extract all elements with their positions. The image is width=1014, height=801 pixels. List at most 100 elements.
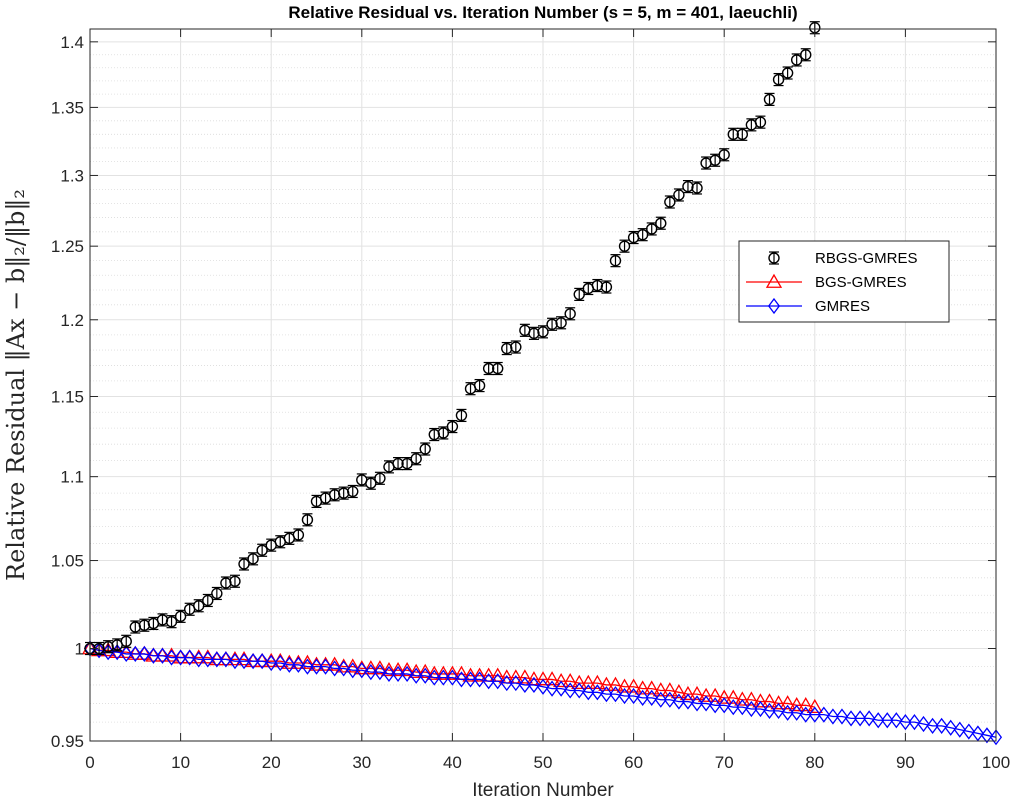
circle-marker [727,128,739,141]
data-point [382,665,396,683]
data-point [391,665,405,683]
x-tick-label: 60 [624,753,643,772]
data-point [127,645,144,660]
data-point [365,476,377,490]
data-point [156,647,169,664]
data-point [464,671,477,688]
data-point [555,316,567,330]
data-point [346,662,359,679]
circle-marker [790,54,803,66]
data-point [854,710,867,727]
data-point [745,700,758,718]
data-point [652,682,669,697]
data-point [580,674,597,690]
data-point [607,676,624,691]
circle-marker [800,49,812,61]
data-point [401,456,413,471]
data-point [718,148,730,162]
data-point [174,649,187,666]
data-point [562,672,579,688]
circle-marker [492,362,504,375]
data-point [655,216,667,230]
data-point [800,48,812,62]
x-tick-label: 80 [805,753,824,772]
data-point [980,727,994,744]
circle-marker [754,116,767,128]
data-point [154,647,171,662]
data-point [208,651,225,666]
data-point [754,115,767,129]
circle-marker [555,317,567,329]
circle-marker [193,600,205,612]
data-point [516,669,534,684]
data-point [254,652,271,668]
y-tick-label: 0.95 [51,732,84,751]
data-point [953,721,966,738]
data-point [618,687,631,705]
data-point [237,653,251,670]
circle-marker [609,254,622,267]
legend-label: RBGS-GMRES [815,250,918,267]
data-point [564,682,577,699]
legend-item: BGS-GMRES [746,273,907,291]
data-point [138,645,151,663]
data-point [491,673,504,690]
data-point [527,676,541,694]
data-point [817,706,830,723]
data-point [598,676,615,691]
data-point [971,725,984,742]
data-point [165,615,178,629]
series-rbgs-gmres [84,21,821,656]
y-axis-label: Relative Residual ‖Ax − b‖₂/‖b‖₂ [2,189,31,581]
data-point [679,685,697,701]
tick-layer: 0 10 20 30 40 50 60 70 80 90 100 0.95 1 1.05 1.1 1.15 1.… [51,29,1010,772]
data-point [401,665,414,683]
data-point [808,706,821,723]
data-point [247,552,259,566]
circle-marker [768,252,780,264]
data-point [111,644,124,661]
data-point [238,557,250,571]
circle-marker [473,379,486,392]
x-tick-label: 90 [896,753,915,772]
circle-marker [763,93,776,106]
circle-marker [600,281,613,293]
data-point [301,658,314,675]
circle-marker [564,308,576,320]
data-point [663,691,676,708]
data-point [471,667,488,682]
data-point [770,695,787,710]
circle-marker [120,635,132,648]
data-point [374,471,386,485]
data-point [600,686,613,703]
data-point [129,645,142,663]
circle-marker [691,182,703,194]
data-point [826,708,839,725]
data-point [707,687,724,702]
data-point [716,689,733,704]
legend-marker [765,273,783,288]
data-point [482,673,495,690]
data-point [362,660,379,675]
data-point [244,652,262,668]
data-point [989,729,1003,746]
data-point [120,634,132,648]
data-point [473,671,486,688]
x-tick-label: 100 [982,753,1010,772]
circle-marker [174,610,187,623]
data-point [670,684,688,699]
circle-marker [510,341,522,353]
data-point [229,574,241,588]
data-point [962,723,975,740]
data-point [419,667,432,684]
circle-marker [292,529,305,541]
circle-marker [673,189,685,201]
data-point [292,656,305,673]
data-point [426,665,443,680]
data-point [389,661,407,677]
data-point [763,702,776,719]
circle-marker [655,217,667,229]
data-point [697,687,715,702]
x-tick-label: 0 [85,753,94,772]
data-point [543,671,561,686]
